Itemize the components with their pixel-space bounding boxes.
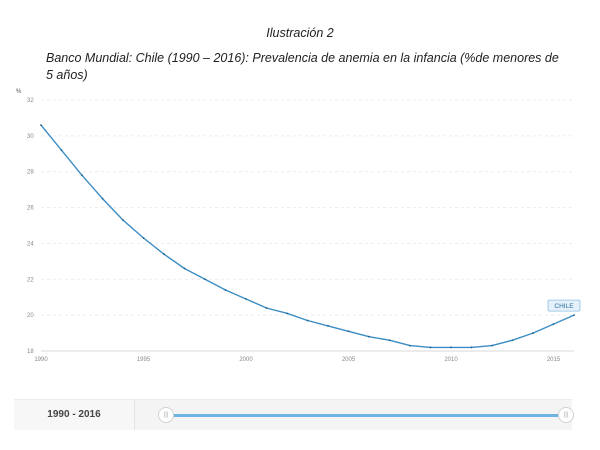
data-point: [429, 346, 432, 349]
line-chart: % 18 20 22 24 26 28 30 32 1990 1995 2000 2005 2010 201…: [16, 89, 581, 363]
range-end-handle[interactable]: |||: [558, 407, 574, 423]
y-tick-label: 20: [27, 313, 34, 319]
data-point: [306, 319, 309, 322]
x-tick-label: 2010: [444, 357, 458, 363]
data-point: [368, 335, 370, 338]
x-tick-label: 2005: [342, 357, 356, 363]
x-tick-label: 2000: [239, 357, 253, 363]
y-tick-label: 30: [27, 134, 34, 140]
data-point: [532, 332, 534, 334]
series-label-box: [547, 299, 581, 312]
data-point: [224, 289, 227, 291]
series-label: CHILE: [554, 303, 574, 310]
data-point: [81, 174, 83, 177]
data-point: [40, 124, 42, 126]
data-point: [450, 346, 452, 349]
data-point: [409, 344, 411, 347]
data-point: [327, 325, 329, 327]
y-tick-label: 26: [27, 206, 34, 212]
data-point: [183, 267, 186, 270]
year-range-bar: 1990 - 2016 ||| |||: [14, 399, 574, 430]
data-point: [511, 339, 514, 342]
x-tick-label: 2015: [547, 357, 561, 363]
data-point: [60, 149, 63, 152]
data-point: [388, 339, 391, 342]
data-point: [122, 219, 124, 222]
series-line: [40, 124, 575, 349]
data-point: [204, 278, 206, 281]
range-start-handle[interactable]: |||: [158, 407, 174, 423]
data-point: [265, 307, 268, 309]
x-tick-label: 1990: [34, 357, 48, 363]
y-tick-label: 24: [27, 241, 34, 247]
data-point: [286, 312, 288, 315]
y-tick-label: 18: [27, 349, 34, 355]
data-point: [142, 237, 145, 239]
y-tick-label: 22: [27, 277, 34, 283]
data-point: [101, 197, 104, 200]
y-tick-label: 28: [27, 170, 34, 176]
data-point: [552, 323, 555, 326]
chart-subtitle: Banco Mundial: Chile (1990 – 2016): Prev…: [46, 51, 559, 82]
range-slider-track[interactable]: [166, 414, 566, 417]
data-point: [573, 314, 575, 317]
data-point: [245, 298, 247, 300]
year-range-label: 1990 - 2016: [14, 400, 135, 430]
data-point: [347, 330, 350, 333]
data-point: [491, 344, 493, 347]
data-point: [163, 253, 165, 256]
figure-caption: Ilustración 2: [266, 26, 334, 40]
y-axis-label: %: [16, 89, 22, 95]
y-tick-label: 32: [27, 98, 34, 104]
data-point: [470, 346, 473, 349]
x-tick-label: 1995: [137, 357, 151, 363]
